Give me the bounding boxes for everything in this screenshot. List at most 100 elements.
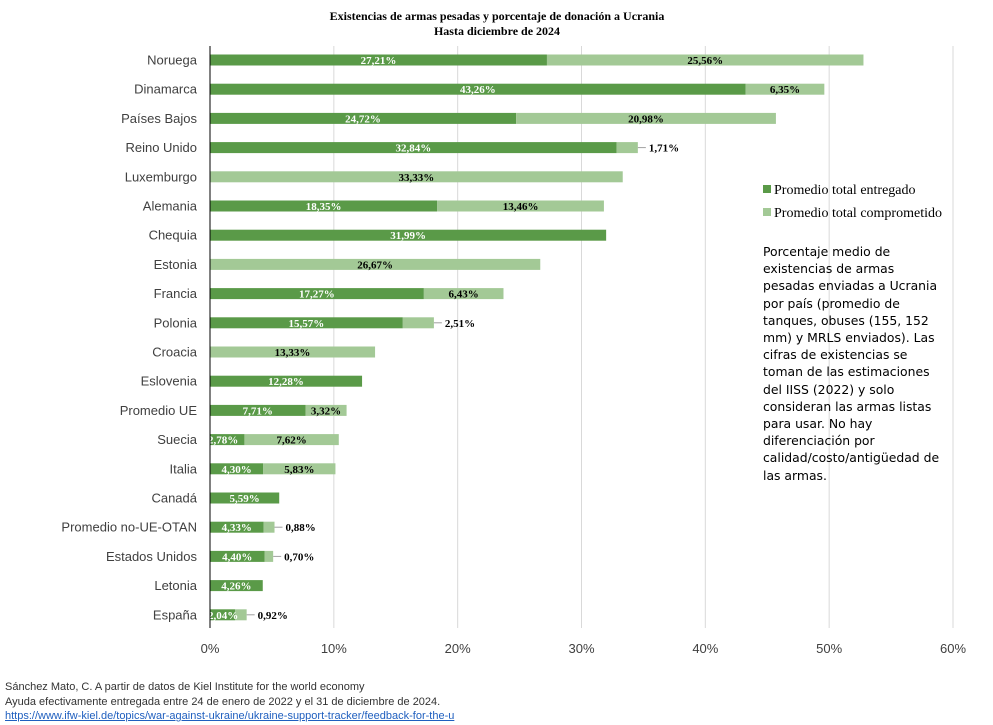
bar-label-delivered: 12,28% xyxy=(268,376,304,388)
source-line: Sánchez Mato, C. A partir de datos de Ki… xyxy=(5,681,365,693)
category-label: Suecia xyxy=(157,432,198,447)
bar-label-committed: 6,35% xyxy=(770,84,800,96)
bar-label-committed: 26,67% xyxy=(357,259,393,271)
x-tick-label: 10% xyxy=(321,641,347,656)
bar-label-committed: 7,62% xyxy=(276,435,306,447)
category-label: Chequia xyxy=(149,228,198,243)
bar-delivered xyxy=(210,550,265,562)
category-label: Croacia xyxy=(152,345,198,360)
bar-committed xyxy=(210,346,376,358)
bar-label-delivered: 4,30% xyxy=(221,464,251,476)
x-tick-label: 50% xyxy=(816,641,842,656)
bar-label-committed: 5,83% xyxy=(284,464,314,476)
bar-label-committed: 2,51% xyxy=(445,318,475,330)
bar-committed xyxy=(305,404,347,416)
bar-committed xyxy=(402,317,434,329)
legend-swatch-delivered xyxy=(763,185,771,193)
legend-label-committed: Promedio total comprometido xyxy=(774,206,942,221)
legend-swatch-committed xyxy=(763,208,771,216)
bar-label-delivered: 5,59% xyxy=(229,493,259,505)
bar-committed xyxy=(235,609,247,621)
category-label: Letonia xyxy=(154,578,197,593)
bar-committed xyxy=(437,200,604,212)
category-label: Italia xyxy=(170,461,198,476)
bar-label-committed: 3,32% xyxy=(311,405,341,417)
bar-label-delivered: 32,84% xyxy=(395,143,431,155)
bar-committed xyxy=(516,112,776,124)
bar-committed xyxy=(244,434,339,446)
bar-committed xyxy=(264,550,274,562)
bar-label-delivered: 2,78% xyxy=(208,435,238,447)
bar-committed xyxy=(423,288,504,300)
bar-delivered xyxy=(210,112,517,124)
bar-label-committed: 0,88% xyxy=(286,522,316,534)
bar-delivered xyxy=(210,317,403,329)
chart-note: Porcentaje medio de existencias de armas… xyxy=(763,244,940,483)
category-label: España xyxy=(153,607,198,622)
bar-label-delivered: 15,57% xyxy=(289,318,325,330)
category-label: Dinamarca xyxy=(134,82,198,97)
bar-committed xyxy=(745,83,825,95)
category-label: Estonia xyxy=(154,257,198,272)
bars: 27,21% 25,56% 43,26% 6,35% 24,72% 20,98% 32,84… xyxy=(208,54,864,622)
bar-delivered xyxy=(210,54,547,66)
bar-label-delivered: 43,26% xyxy=(460,84,496,96)
bar-delivered xyxy=(210,142,617,154)
bar-label-committed: 0,70% xyxy=(284,551,314,563)
bar-label-committed: 0,92% xyxy=(258,610,288,622)
bar-delivered xyxy=(210,83,746,95)
bar-delivered xyxy=(210,492,280,504)
bar-label-delivered: 27,21% xyxy=(361,55,397,67)
category-label: Francia xyxy=(154,286,198,301)
category-label: Países Bajos xyxy=(121,111,197,126)
category-label: Canadá xyxy=(151,491,197,506)
bar-label-committed: 33,33% xyxy=(398,172,434,184)
category-labels: Noruega Dinamarca Países Bajos Reino Unido L… xyxy=(61,53,197,623)
bar-label-delivered: 31,99% xyxy=(390,230,426,242)
bar-committed xyxy=(546,54,864,66)
bar-delivered xyxy=(210,200,438,212)
source-link[interactable]: https://www.ifw-kiel.de/topics/war-again… xyxy=(5,710,455,722)
category-label: Noruega xyxy=(147,53,198,68)
bar-delivered xyxy=(210,463,264,475)
x-tick-label: 0% xyxy=(201,641,220,656)
legend-label-delivered: Promedio total entregado xyxy=(774,183,916,198)
category-label: Alemania xyxy=(143,199,198,214)
chart-subtitle: Hasta diciembre de 2024 xyxy=(434,24,560,38)
bar-label-delivered: 4,33% xyxy=(222,522,252,534)
bar-committed xyxy=(616,142,638,154)
bar-delivered xyxy=(210,404,306,416)
bar-label-committed: 13,33% xyxy=(275,347,311,359)
bar-label-delivered: 4,26% xyxy=(221,581,251,593)
bar-committed xyxy=(210,171,623,183)
category-label: Estados Unidos xyxy=(106,549,198,564)
bar-delivered xyxy=(210,229,607,241)
bar-delivered xyxy=(210,580,263,592)
x-tick-label: 40% xyxy=(692,641,718,656)
x-tick-label: 60% xyxy=(940,641,966,656)
x-tick-label: 20% xyxy=(445,641,471,656)
bar-delivered xyxy=(210,609,236,621)
period-line: Ayuda efectivamente entregada entre 24 d… xyxy=(5,695,441,708)
bar-label-delivered: 24,72% xyxy=(345,113,381,125)
bar-label-committed: 13,46% xyxy=(503,201,539,213)
chart-title: Existencias de armas pesadas y porcentaj… xyxy=(330,9,665,23)
category-label: Reino Unido xyxy=(125,140,197,155)
bar-label-delivered: 17,27% xyxy=(299,289,335,301)
bar-delivered xyxy=(210,288,424,300)
bar-committed xyxy=(263,521,275,533)
bar-label-delivered: 2,04% xyxy=(208,610,238,622)
bar-delivered xyxy=(210,521,264,533)
category-label: Luxemburgo xyxy=(125,169,197,184)
x-tick-label: 30% xyxy=(568,641,594,656)
bar-label-delivered: 4,40% xyxy=(222,551,252,563)
bar-delivered xyxy=(210,434,245,446)
bar-delivered xyxy=(210,375,363,387)
category-label: Promedio UE xyxy=(120,403,198,418)
category-label: Eslovenia xyxy=(141,374,198,389)
bar-label-delivered: 18,35% xyxy=(306,201,342,213)
bar-label-committed: 25,56% xyxy=(687,55,723,67)
bar-label-committed: 6,43% xyxy=(449,289,479,301)
category-label: Promedio no-UE-OTAN xyxy=(61,520,197,535)
